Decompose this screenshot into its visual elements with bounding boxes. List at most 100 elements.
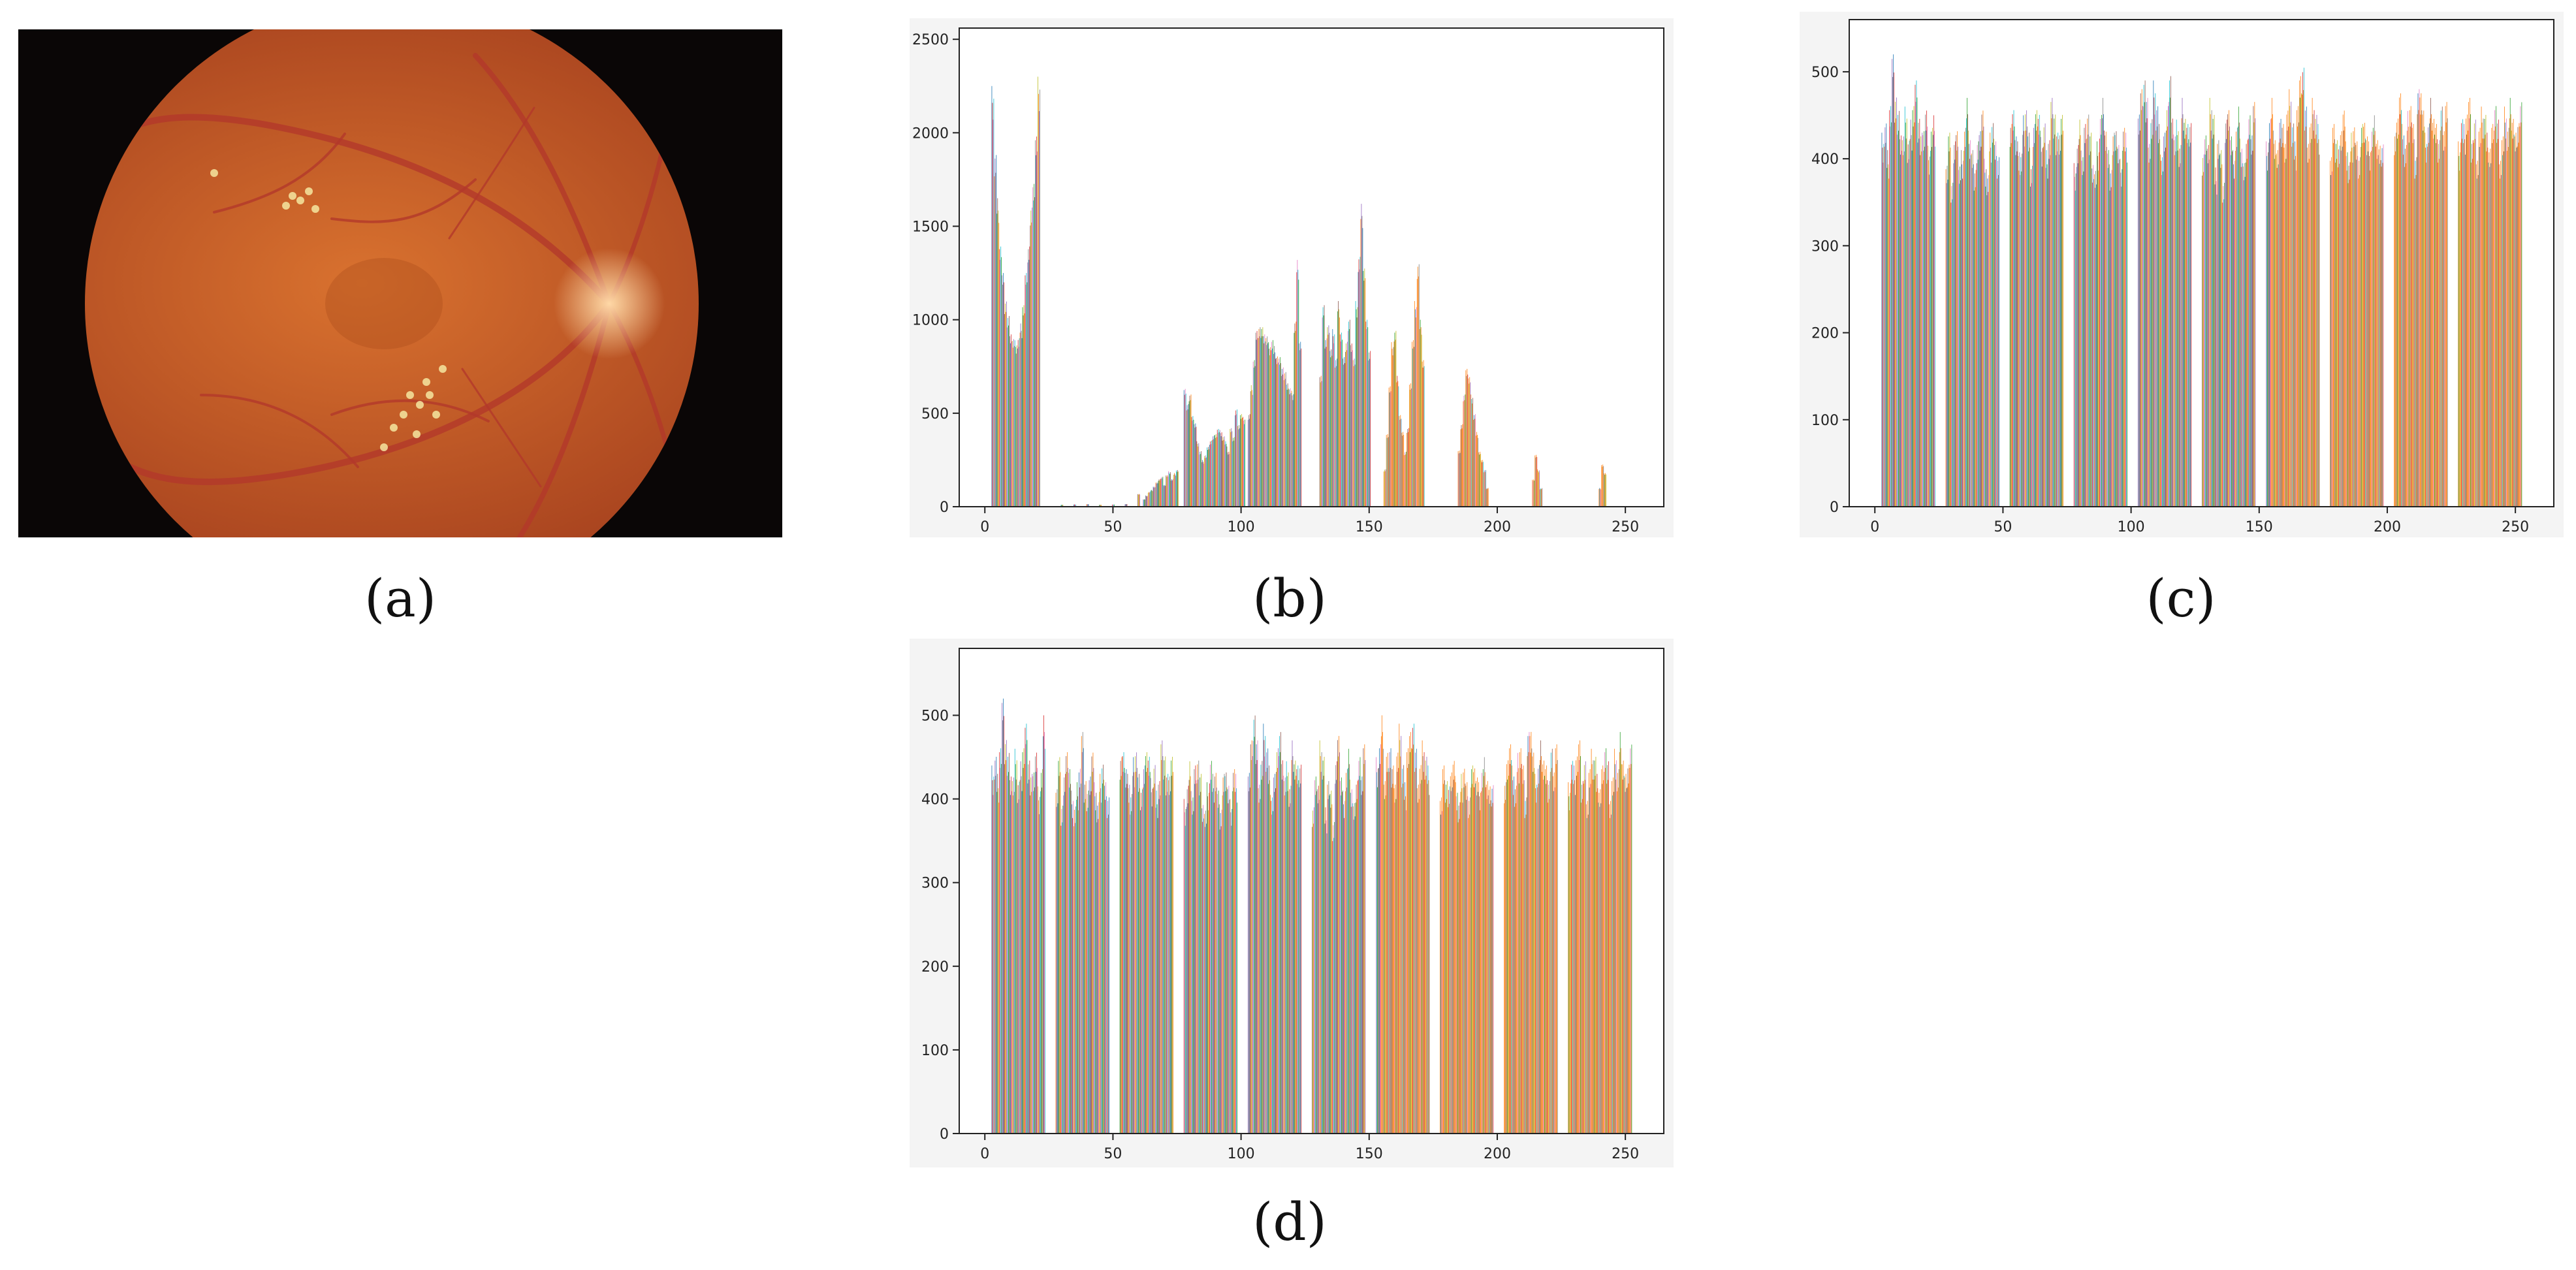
histogram-bar: [2232, 151, 2233, 507]
histogram-bar: [1167, 791, 1168, 1134]
histogram-bar: [1587, 801, 1588, 1134]
histogram-bar: [1416, 279, 1418, 507]
histogram-bar: [2227, 114, 2229, 507]
histogram-bar: [2470, 114, 2471, 507]
histogram-bar: [1262, 776, 1264, 1134]
histogram-bar: [1004, 313, 1005, 507]
histogram-bar: [2493, 139, 2494, 507]
histogram-bar: [2345, 141, 2346, 507]
histogram-bar: [1629, 765, 1630, 1134]
exudate-spot: [400, 411, 407, 419]
histogram-bar: [1143, 769, 1144, 1134]
histogram-bar: [1539, 765, 1540, 1134]
histogram-bar: [1070, 784, 1071, 1134]
histogram-bar: [2124, 127, 2125, 507]
histogram-bar: [2188, 139, 2189, 507]
histogram-bar: [1599, 806, 1600, 1134]
histogram-bar: [1925, 114, 1926, 507]
histogram-bar: [1240, 415, 1241, 507]
vessel: [448, 106, 535, 240]
histogram-bar: [1232, 791, 1233, 1134]
histogram-bar: [2168, 106, 2169, 507]
histogram-bar: [1188, 404, 1189, 507]
histogram-bar: [1508, 775, 1509, 1134]
histogram-bar: [1896, 97, 1897, 507]
histogram-bar: [1465, 370, 1467, 507]
histogram-bar: [2420, 114, 2421, 507]
histogram-bar: [1060, 772, 1061, 1134]
histogram-bar: [1190, 791, 1192, 1134]
histogram-bar: [1591, 764, 1593, 1134]
histogram-bar: [1330, 808, 1331, 1134]
histogram-bar: [1072, 818, 1073, 1134]
histogram-bar: [1183, 799, 1185, 1134]
histogram-bar: [2470, 163, 2472, 507]
histogram-bar: [1963, 161, 1964, 507]
histogram-bar: [1231, 428, 1232, 507]
histogram-bar: [2210, 114, 2211, 507]
histogram-bar: [1534, 774, 1536, 1134]
histogram-bar: [2280, 138, 2281, 507]
histogram-bar: [2095, 170, 2096, 507]
histogram-bar: [2505, 138, 2506, 507]
histogram-bar: [1404, 454, 1405, 507]
histogram-bar: [1546, 765, 1547, 1134]
histogram-bar: [1173, 475, 1174, 507]
histogram-bar: [1205, 810, 1206, 1134]
histogram-bar: [1298, 780, 1299, 1134]
histogram-bar: [2035, 114, 2036, 507]
histogram-bar: [2119, 159, 2120, 507]
histogram-bar: [1228, 451, 1230, 507]
histogram-bar: [1094, 796, 1096, 1134]
histogram-bar: [2182, 97, 2183, 507]
histogram-bar: [1326, 347, 1327, 507]
histogram-bar: [1525, 814, 1527, 1134]
histogram-bar: [2266, 155, 2267, 507]
histogram-bar: [1256, 330, 1258, 507]
histogram-bar: [2161, 175, 2163, 507]
histogram-bar: [1913, 126, 1914, 507]
histogram-bar: [1386, 435, 1387, 507]
histogram-bar: [2372, 127, 2374, 507]
histogram-bar: [2202, 157, 2203, 507]
histogram-bar: [1032, 776, 1034, 1134]
histogram-bar: [2374, 115, 2375, 507]
histogram-bar: [2043, 146, 2044, 507]
histogram-bar: [2417, 114, 2418, 507]
histogram-bar: [2315, 135, 2317, 507]
histogram-bar: [1365, 321, 1367, 507]
histogram-bar: [2400, 93, 2401, 507]
histogram-bar: [1160, 479, 1161, 507]
histogram-bar: [1218, 790, 1219, 1134]
histogram-bar: [2108, 150, 2109, 507]
histogram-bar: [2210, 130, 2212, 507]
histogram-bar: [1320, 755, 1321, 1134]
histogram-bar: [1422, 361, 1423, 507]
histogram-bar: [2011, 143, 2012, 507]
histogram-bar: [2089, 155, 2090, 507]
histogram-bar: [1995, 159, 1996, 507]
histogram-bar: [1222, 777, 1224, 1134]
histogram-bar: [1932, 127, 1933, 507]
histogram-bar: [1519, 768, 1521, 1134]
histogram-bar: [1470, 382, 1471, 507]
histogram-bar: [1043, 732, 1045, 1134]
histogram-bar: [1487, 795, 1489, 1134]
histogram-bar: [1591, 748, 1592, 1134]
histogram-bar: [2016, 151, 2018, 507]
histogram-bar: [2424, 126, 2425, 507]
histogram-bar: [1930, 150, 1931, 507]
histogram-bar: [1250, 391, 1251, 507]
histogram-bar: [1226, 787, 1228, 1134]
histogram-bar: [1064, 791, 1066, 1134]
histogram-bar: [1404, 799, 1405, 1134]
histogram-bar: [2021, 171, 2022, 507]
histogram-bar: [1356, 784, 1357, 1134]
histogram-bar: [2206, 150, 2207, 507]
histogram-bar: [1017, 348, 1018, 507]
histogram-bar: [1463, 395, 1465, 507]
histogram-bar: [1947, 165, 1948, 507]
histogram-bar: [1106, 796, 1107, 1134]
histogram-bar: [1026, 723, 1027, 1134]
histogram-bar: [1377, 787, 1378, 1134]
